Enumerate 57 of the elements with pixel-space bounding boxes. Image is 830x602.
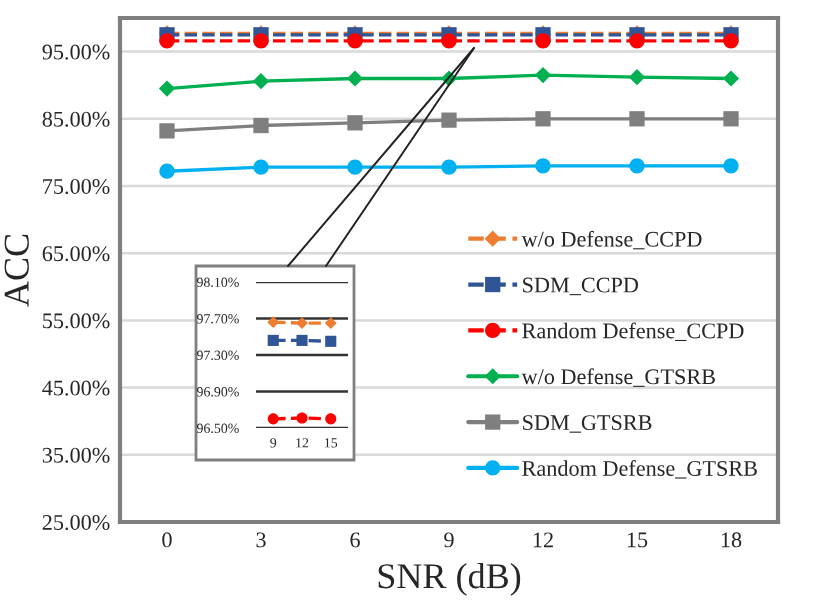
x-tick-label: 6 — [350, 532, 360, 548]
x-tick-label: 15 — [627, 532, 648, 548]
legend-label: Random Defense_CCPD — [522, 322, 744, 342]
point — [324, 317, 337, 329]
point — [723, 158, 739, 174]
point — [253, 33, 269, 49]
x-tick-label: 3 — [256, 532, 266, 548]
y-tick-label: 45.00% — [42, 380, 110, 396]
point — [441, 112, 457, 128]
legend-label: SDM_CCPD — [523, 277, 639, 296]
y-tick-label: 95.00% — [42, 44, 110, 60]
point — [534, 67, 552, 84]
point — [441, 159, 457, 175]
point — [159, 123, 175, 139]
point — [347, 115, 363, 131]
point — [159, 33, 175, 49]
point — [252, 73, 270, 90]
point — [158, 80, 176, 97]
point — [267, 413, 279, 425]
point — [296, 412, 308, 424]
point — [722, 70, 740, 87]
y-tick-label: 35.00% — [42, 447, 110, 463]
point — [347, 33, 363, 49]
point — [325, 413, 337, 425]
x-tick-label: 12 — [533, 532, 553, 548]
point — [347, 159, 363, 175]
point — [267, 334, 279, 346]
point — [441, 33, 457, 49]
point — [253, 117, 269, 134]
point — [629, 111, 645, 127]
y-tick-label: 75.00% — [43, 178, 110, 195]
y-axis-title: ACC — [4, 234, 29, 307]
x-tick-label: 9 — [444, 532, 454, 548]
legend-label: w/o Defense_GTSRB — [521, 368, 715, 387]
x-tick-label: 18 — [721, 532, 742, 548]
point — [296, 334, 308, 346]
point — [346, 70, 364, 87]
point — [629, 33, 645, 49]
point — [535, 111, 551, 127]
x-axis-title: SNR (dB) — [378, 562, 521, 596]
point — [253, 159, 269, 175]
y-tick-label: 85.00% — [42, 111, 110, 127]
point — [629, 158, 645, 174]
point — [723, 33, 739, 49]
y-tick-label: 25.00% — [42, 514, 110, 531]
legend-label: Random Defense_GTSRB — [522, 460, 757, 479]
y-tick-label: 55.00% — [43, 313, 110, 329]
y-tick-label: 65.00% — [42, 246, 110, 262]
point — [723, 111, 739, 127]
point — [535, 158, 551, 174]
point — [535, 33, 551, 49]
legend-label: SDM_GTSRB — [523, 415, 652, 433]
point — [628, 69, 646, 86]
point — [159, 163, 175, 179]
point — [325, 335, 337, 347]
legend-label: w/o Defense_CCPD — [521, 230, 702, 250]
x-tick-label: 0 — [162, 532, 172, 548]
